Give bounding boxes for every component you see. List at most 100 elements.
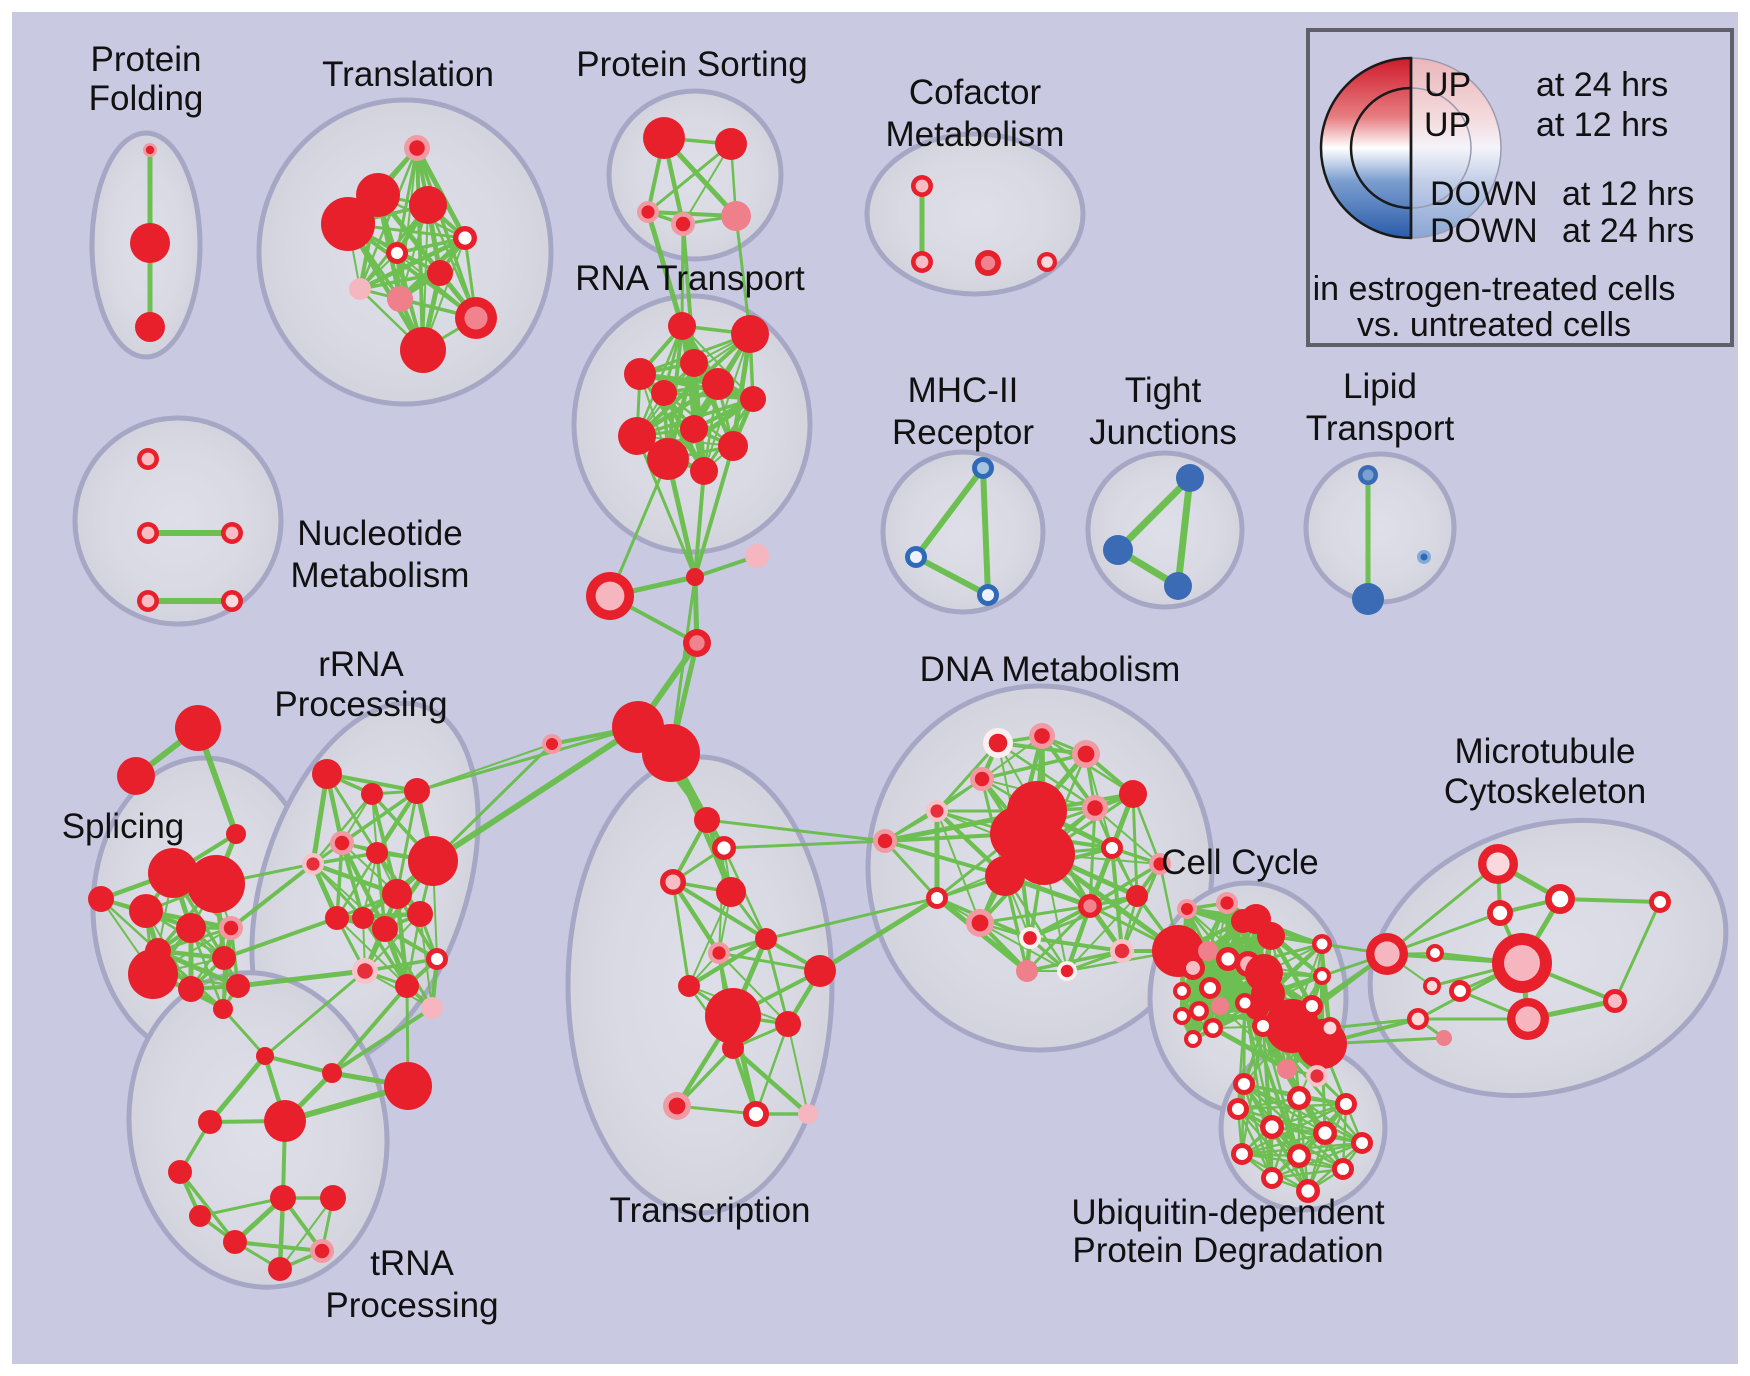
cluster-label-cc-line0: Cell Cycle xyxy=(1161,843,1319,882)
gene-node-tg-2 xyxy=(226,824,246,844)
gene-node-ub-0 xyxy=(1235,993,1255,1013)
gene-node-ps-4 xyxy=(721,201,751,231)
gene-node-pf-0 xyxy=(143,143,157,157)
gene-node-tn-2 xyxy=(384,1062,432,1110)
gene-node-rt-4 xyxy=(702,368,734,400)
gene-node-mt-10 xyxy=(1407,1008,1429,1030)
gene-node-dn-2 xyxy=(1072,740,1100,768)
gene-node-pf-2 xyxy=(135,312,165,342)
legend: UP at 24 hrs UP at 12 hrs DOWN at 12 hrs DOWN a… xyxy=(1306,28,1734,347)
edge xyxy=(1174,474,1194,590)
edge xyxy=(310,771,330,867)
gene-node-lt-0 xyxy=(1358,465,1378,485)
edge xyxy=(1025,949,1124,973)
gene-node-cc-24 xyxy=(1319,1017,1341,1039)
gene-node-dn-19 xyxy=(1057,961,1077,981)
gene-node-tr-8 xyxy=(387,286,413,312)
edge xyxy=(1114,474,1194,554)
cluster-label-nm-line0: Nucleotide xyxy=(297,514,462,553)
gene-node-sp-4 xyxy=(176,913,206,943)
edge xyxy=(416,743,553,792)
gene-node-rr-7 xyxy=(382,879,412,909)
edge xyxy=(415,146,478,320)
edge xyxy=(358,271,442,291)
gene-node-tr-10 xyxy=(400,327,446,373)
gene-node-rr-14 xyxy=(395,974,419,998)
edge xyxy=(996,741,1097,810)
edge xyxy=(207,1053,268,1125)
gene-node-cc-21 xyxy=(1312,934,1332,954)
edge xyxy=(608,457,670,598)
edge xyxy=(1210,1025,1290,1072)
cluster-label-dn-line0: DNA Metabolism xyxy=(920,650,1181,689)
cluster-label-rr-line0: rRNA xyxy=(318,645,404,684)
gene-node-rt-3 xyxy=(680,349,708,377)
edge xyxy=(1270,1102,1348,1180)
edge xyxy=(754,1022,790,1116)
edge xyxy=(978,904,1092,925)
gene-node-tj-0 xyxy=(1176,464,1204,492)
gene-node-rt-8 xyxy=(680,415,708,443)
cluster-label-tn-line1: Processing xyxy=(325,1286,498,1325)
gene-node-tx-0 xyxy=(694,807,720,833)
gene-node-ch-1 xyxy=(745,544,769,568)
edge xyxy=(431,742,554,863)
gene-node-cc-11 xyxy=(1199,977,1221,999)
gene-node-mt-5 xyxy=(1492,933,1552,993)
gene-node-cc-25 xyxy=(1277,1059,1297,1079)
edge xyxy=(935,741,1000,813)
gene-node-lt-2 xyxy=(1417,550,1431,564)
edge xyxy=(233,1240,324,1253)
legend-box xyxy=(1306,28,1734,347)
edge xyxy=(221,1007,267,1058)
gene-node-tg-1 xyxy=(117,757,155,795)
legend-time-1: at 12 hrs xyxy=(1536,106,1668,144)
gene-node-sp-2 xyxy=(129,894,163,928)
edge xyxy=(325,772,419,793)
gene-node-ub-5 xyxy=(1227,1098,1249,1120)
gene-node-tx-13 xyxy=(798,1104,818,1124)
cluster-label-tr-line0: Translation xyxy=(322,55,494,94)
legend-footer-1: vs. untreated cells xyxy=(1357,306,1631,344)
edge xyxy=(1613,900,1662,1003)
edge xyxy=(1270,1096,1301,1180)
edge xyxy=(1306,1102,1348,1193)
gene-node-mt-2 xyxy=(1487,900,1513,926)
gene-node-tn-3 xyxy=(264,1100,306,1142)
gene-node-rt-9 xyxy=(718,431,748,461)
gene-node-ps-1 xyxy=(715,128,747,160)
gene-node-ch-2 xyxy=(586,572,634,620)
gene-node-sp-5 xyxy=(219,916,243,940)
gene-node-dn-15 xyxy=(966,909,994,937)
edge xyxy=(883,839,1007,878)
gene-node-tn-9 xyxy=(268,1257,292,1281)
gene-node-tx-10 xyxy=(722,1037,744,1059)
gene-node-nm-0 xyxy=(137,448,159,470)
edge xyxy=(1028,936,1124,953)
edge xyxy=(671,880,691,988)
gene-node-rt-7 xyxy=(618,417,656,455)
gene-node-ch-3 xyxy=(683,629,711,657)
gene-node-rr-1 xyxy=(361,783,383,805)
legend-footer-0: in estrogen-treated cells xyxy=(1313,270,1676,308)
gene-node-ub-11 xyxy=(1332,1158,1354,1180)
gene-node-tj-2 xyxy=(1164,572,1192,600)
edge xyxy=(670,879,722,956)
cluster-label-mt-line1: Cytoskeleton xyxy=(1444,772,1646,811)
gene-node-mh-1 xyxy=(905,546,927,568)
legend-direction-0: UP xyxy=(1424,66,1471,104)
gene-node-cc-12 xyxy=(1173,982,1191,1000)
cluster-label-rr-line1: Processing xyxy=(274,685,447,724)
gene-node-ps-3 xyxy=(671,212,695,236)
edge xyxy=(1120,862,1162,953)
gene-node-sp-10 xyxy=(226,974,250,998)
gene-node-mt-12 xyxy=(1649,891,1671,913)
gene-node-nm-2 xyxy=(221,522,243,544)
gene-node-rr-3 xyxy=(330,831,354,855)
gene-node-dn-3 xyxy=(970,767,994,791)
edge xyxy=(178,1170,237,1244)
legend-direction-3: DOWN xyxy=(1430,212,1538,250)
edge xyxy=(155,948,241,989)
edge xyxy=(1242,1082,1364,1145)
edge xyxy=(705,818,887,843)
